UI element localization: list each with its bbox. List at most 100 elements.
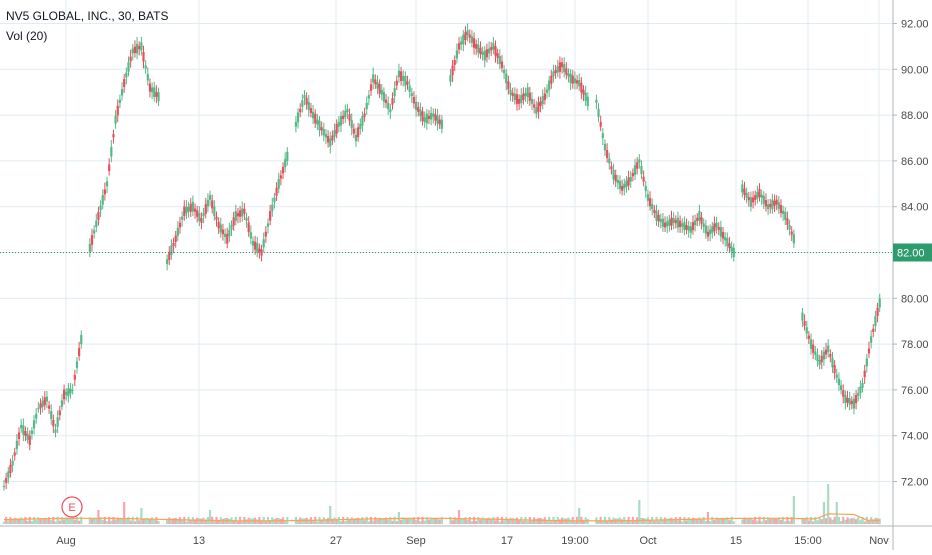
candle-up <box>483 50 486 61</box>
candle-down <box>758 188 761 197</box>
volume-bar <box>472 516 476 524</box>
candle-up <box>153 87 156 98</box>
volume-bar <box>876 518 879 524</box>
candle-up <box>120 88 124 96</box>
candle-down <box>369 84 373 91</box>
volume-bar <box>15 518 18 524</box>
volume-bar <box>762 516 765 524</box>
volume-bar <box>406 518 409 524</box>
candle-up <box>69 388 72 394</box>
volume-bar <box>273 519 276 524</box>
y-tick-label: 78.00 <box>901 339 929 351</box>
volume-bar <box>73 519 76 524</box>
candle-up <box>732 247 735 258</box>
candle-up <box>37 408 40 410</box>
candle-down <box>751 197 755 203</box>
volume-bar <box>47 517 51 524</box>
candle-up <box>26 433 29 441</box>
candle-up <box>337 121 340 127</box>
candle-up <box>827 345 830 352</box>
volume-bar <box>296 519 300 524</box>
candle-down <box>39 403 42 409</box>
volume-bar <box>425 517 428 524</box>
volume-bar <box>354 518 358 524</box>
candle-down <box>496 53 499 58</box>
volume-bar <box>58 520 61 524</box>
candle-up <box>206 200 210 207</box>
volume-bar <box>861 516 864 524</box>
volume-bar <box>863 521 866 524</box>
volume-bar <box>569 519 572 524</box>
volume-bar <box>812 521 815 524</box>
volume-bar <box>715 517 718 524</box>
candle-up <box>689 226 692 233</box>
volume-bar <box>150 517 154 524</box>
volume-bar <box>326 517 330 524</box>
candle-up <box>41 400 44 407</box>
candle-up <box>296 112 300 123</box>
candle-up <box>530 98 534 104</box>
candle-up <box>513 93 516 100</box>
volume-bar <box>213 521 216 524</box>
volume-bar <box>90 518 94 524</box>
earnings-marker-icon[interactable] <box>61 496 83 518</box>
candle-up <box>814 351 817 355</box>
candle-up <box>520 95 523 104</box>
candle-down <box>193 208 197 212</box>
volume-bar <box>760 521 763 524</box>
candle-up <box>848 398 851 405</box>
candle-down <box>352 128 355 134</box>
candle-up <box>262 239 265 248</box>
candle-up <box>60 400 64 407</box>
candle-up <box>661 218 665 227</box>
candle-up <box>545 89 549 93</box>
candle-up <box>629 176 632 182</box>
candle-up <box>608 158 611 164</box>
volume-bar <box>663 517 667 524</box>
candle-up <box>166 259 169 265</box>
candle-down <box>335 124 338 134</box>
volume-bar <box>818 517 821 524</box>
candle-up <box>623 183 626 189</box>
volume-bar <box>127 517 130 524</box>
volume-bar <box>168 517 171 524</box>
candle-up <box>569 73 572 84</box>
volume-bar <box>45 519 49 524</box>
candle-up <box>741 184 744 193</box>
candle-down <box>103 189 106 195</box>
volume-bar <box>404 518 407 524</box>
volume-bar <box>535 518 538 524</box>
volume-bar <box>9 517 12 524</box>
candle-down <box>464 32 467 41</box>
volume-bar <box>518 519 521 524</box>
volume-bar <box>687 517 690 524</box>
candle-up <box>284 159 287 168</box>
volume-pane <box>2 484 881 524</box>
volume-bar <box>850 518 853 524</box>
candle-down <box>17 432 21 439</box>
candle-up <box>460 41 463 45</box>
candle-up <box>234 211 237 221</box>
volume-bar <box>217 519 220 524</box>
candle-down <box>850 400 853 405</box>
volume-bar <box>460 518 463 524</box>
volume-bar <box>260 520 263 524</box>
volume-bar <box>399 519 403 524</box>
candle-up <box>266 223 270 227</box>
candle-down <box>582 89 585 95</box>
volume-bar <box>97 510 100 524</box>
volume-bar <box>494 520 497 524</box>
candle-up <box>586 96 589 106</box>
candle-down <box>217 221 220 229</box>
candle-up <box>245 217 248 221</box>
candle-down <box>254 241 257 250</box>
candle-up <box>389 108 392 113</box>
volume-bar <box>824 518 828 524</box>
candle-down <box>378 83 381 94</box>
volume-bar <box>414 520 418 524</box>
volume-bar <box>339 520 343 524</box>
candle-down <box>558 62 562 72</box>
